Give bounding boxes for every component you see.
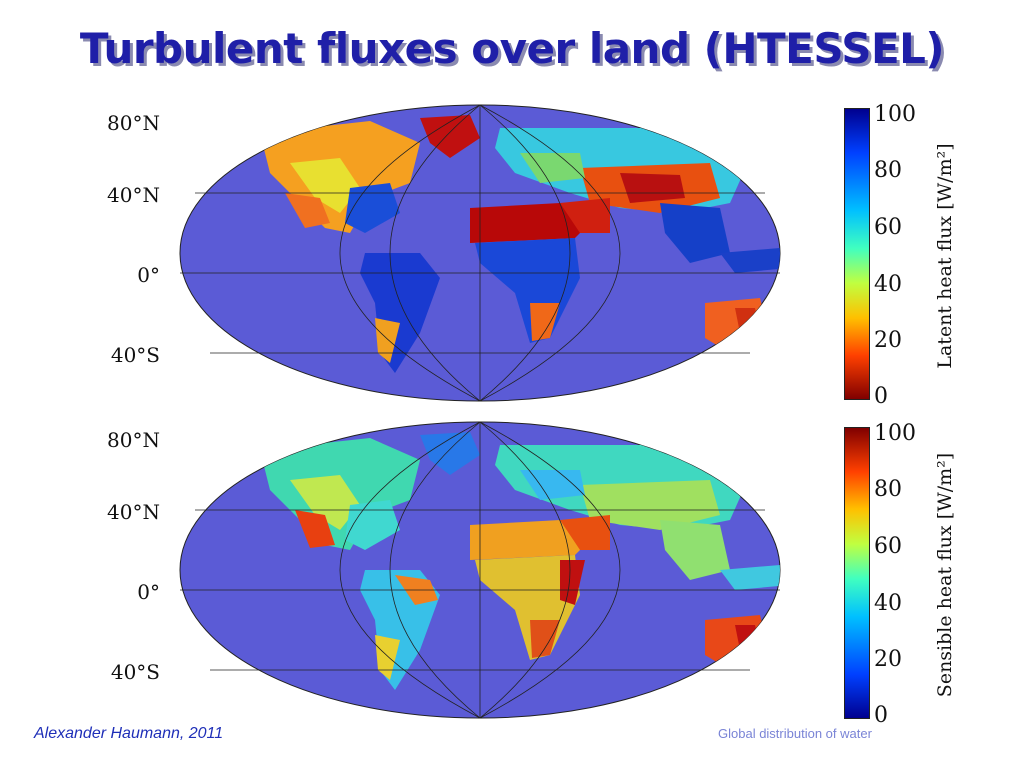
latent-colorbar: 100 80 60 40 20 0 Latent heat flux [W/m²… xyxy=(844,104,984,408)
latent-tick: 80 xyxy=(874,158,902,183)
topic-footer: Global distribution of water xyxy=(718,726,872,741)
latent-heat-map: 80°N 40°N 0° 40°S xyxy=(107,103,840,403)
latent-colorbar-label-text: Latent heat flux [W/m²] xyxy=(934,142,956,369)
lat-label-0: 0° xyxy=(137,580,160,604)
lat-label-80n: 80°N xyxy=(107,428,160,452)
slide-title: Turbulent fluxes over land (HTESSEL) xyxy=(79,24,945,73)
latent-tick: 100 xyxy=(874,102,916,127)
lat-label-0: 0° xyxy=(137,263,160,287)
latent-colorbar-label: Latent heat flux [W/m²] xyxy=(930,108,960,403)
sensible-tick: 80 xyxy=(874,477,902,502)
lat-label-40n: 40°N xyxy=(107,500,160,524)
sensible-colorbar-label-text: Sensible heat flux [W/m²] xyxy=(934,452,956,697)
lat-label-40n: 40°N xyxy=(107,183,160,207)
latent-colorbar-gradient xyxy=(844,108,870,400)
graticule xyxy=(180,104,780,402)
sensible-colorbar-label: Sensible heat flux [W/m²] xyxy=(930,427,960,722)
lat-label-80n: 80°N xyxy=(107,111,160,135)
lat-label-40s: 40°S xyxy=(110,343,160,367)
author-credit: Alexander Haumann, 2011 xyxy=(34,725,224,742)
sensible-map-svg xyxy=(179,421,781,719)
sensible-tick: 60 xyxy=(874,534,902,559)
sensible-colorbar-gradient xyxy=(844,427,870,719)
latent-tick: 40 xyxy=(874,272,902,297)
latent-tick: 20 xyxy=(874,328,902,353)
lat-label-40s: 40°S xyxy=(110,660,160,684)
sensible-tick: 100 xyxy=(874,421,916,446)
latent-tick: 0 xyxy=(874,384,888,409)
latent-tick: 60 xyxy=(874,215,902,240)
sensible-tick: 0 xyxy=(874,703,888,728)
latent-map-svg xyxy=(179,104,781,402)
sensible-heat-map: 80°N 40°N 0° 40°S xyxy=(107,420,840,720)
sensible-tick: 40 xyxy=(874,591,902,616)
graticule xyxy=(180,421,780,719)
sensible-colorbar: 100 80 60 40 20 0 Sensible heat flux [W/… xyxy=(844,423,984,727)
sensible-tick: 20 xyxy=(874,647,902,672)
